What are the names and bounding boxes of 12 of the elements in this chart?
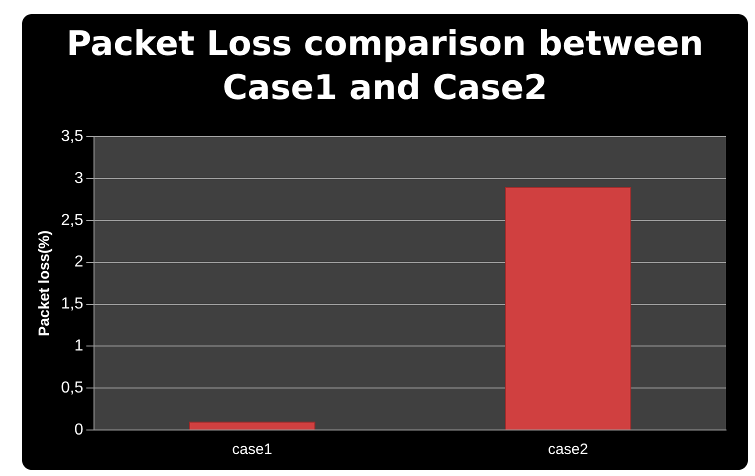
- y-tick-label: 2,5: [60, 212, 84, 229]
- y-tick-label: 1,5: [60, 296, 84, 313]
- y-axis-title: Packet loss(%): [36, 230, 54, 336]
- y-tick-label: 0: [74, 421, 84, 438]
- y-tick-label: 1: [74, 338, 84, 355]
- y-tick-label: 3: [74, 170, 84, 187]
- y-tick-label: 3,5: [60, 128, 84, 146]
- chart-title: Packet Loss comparison between Case1 and Case2: [66, 23, 704, 110]
- x-tick-label: case2: [548, 441, 588, 458]
- x-tick-label: case1: [232, 441, 272, 458]
- y-tick-label: 2: [74, 254, 84, 271]
- y-tick-label: 0,5: [60, 379, 84, 396]
